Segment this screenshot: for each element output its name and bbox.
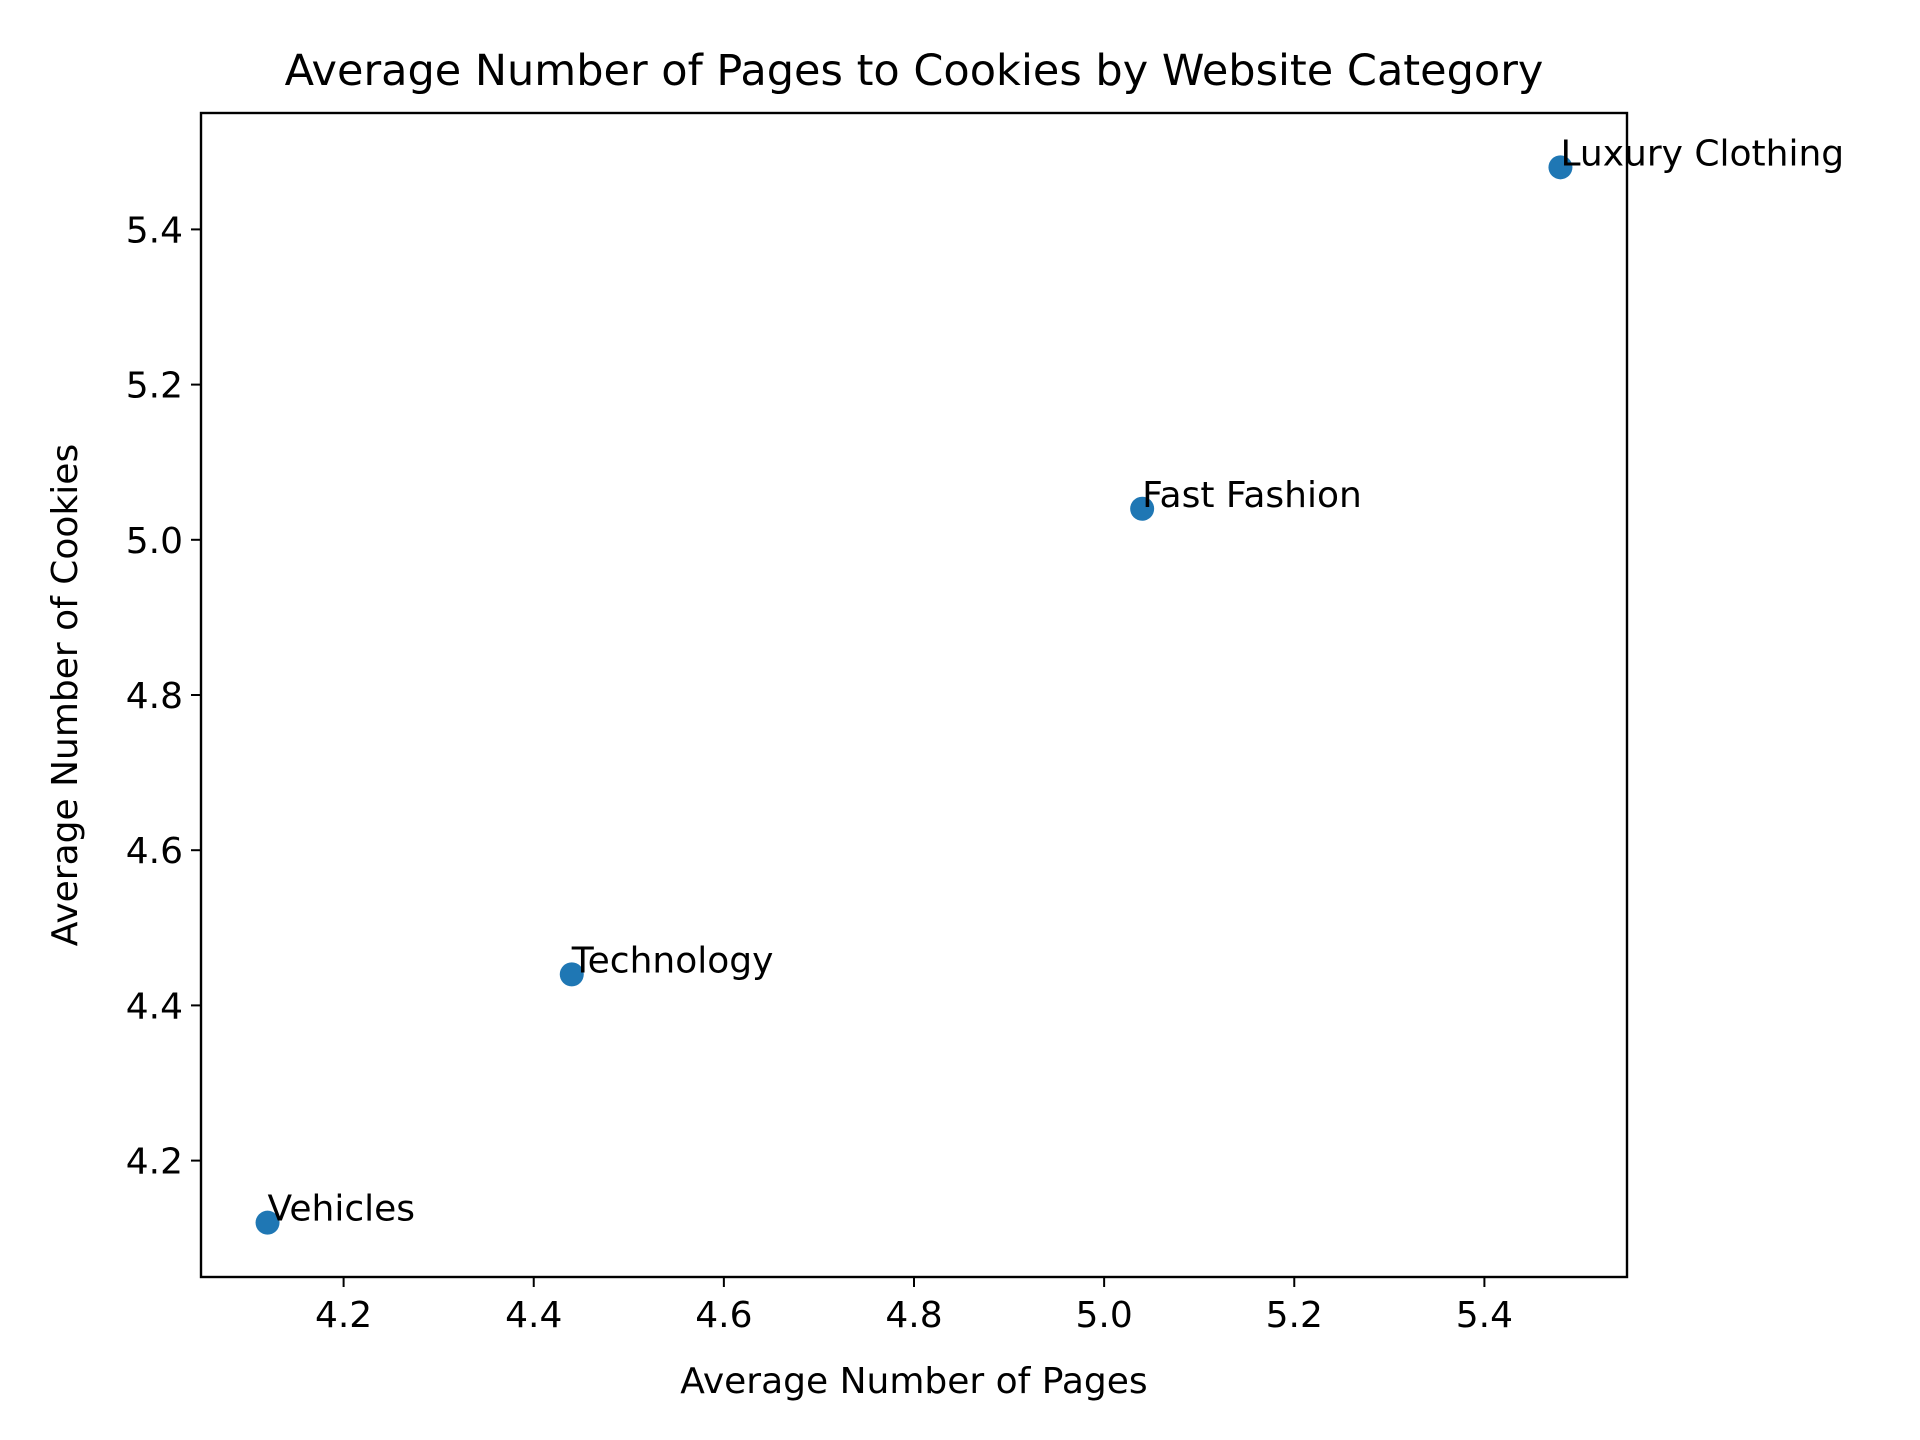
point-label: Fast Fashion <box>1142 475 1362 516</box>
x-tick-label: 5.4 <box>1456 1295 1513 1336</box>
x-tick-label: 4.4 <box>505 1295 562 1336</box>
x-tick-label: 4.6 <box>695 1295 752 1336</box>
x-tick-label: 5.2 <box>1266 1295 1323 1336</box>
x-tick-label: 4.2 <box>315 1295 372 1336</box>
scatter-point <box>1548 155 1573 180</box>
x-tick-label: 5.0 <box>1076 1295 1133 1336</box>
y-tick-label: 5.0 <box>126 521 183 562</box>
point-label: Technology <box>571 940 774 981</box>
x-axis-ticks: 4.2 4.4 4.6 4.8 5.0 5.2 5.4 <box>315 1277 1513 1336</box>
point-label: Luxury Clothing <box>1560 133 1844 174</box>
x-axis-label: Average Number of Pages <box>680 1361 1147 1402</box>
y-tick-label: 4.8 <box>126 676 183 717</box>
x-tick-label: 4.8 <box>885 1295 942 1336</box>
y-tick-label: 5.4 <box>126 210 183 251</box>
y-tick-label: 4.2 <box>126 1142 183 1183</box>
y-tick-label: 5.2 <box>126 366 183 407</box>
chart-title: Average Number of Pages to Cookies by We… <box>285 46 1544 96</box>
y-tick-label: 4.6 <box>126 831 183 872</box>
scatter-point <box>1130 496 1155 521</box>
y-tick-label: 4.4 <box>126 986 183 1027</box>
data-points: Vehicles Technology Fast Fashion Luxury Clo… <box>255 133 1844 1235</box>
y-axis-ticks: 4.2 4.4 4.6 4.8 5.0 5.2 5.4 <box>126 210 201 1183</box>
plot-area-frame <box>199 111 1629 1279</box>
y-axis-label: Average Number of Cookies <box>45 444 86 946</box>
point-label: Vehicles <box>268 1189 416 1230</box>
scatter-point <box>255 1210 280 1235</box>
scatter-point <box>559 962 584 987</box>
